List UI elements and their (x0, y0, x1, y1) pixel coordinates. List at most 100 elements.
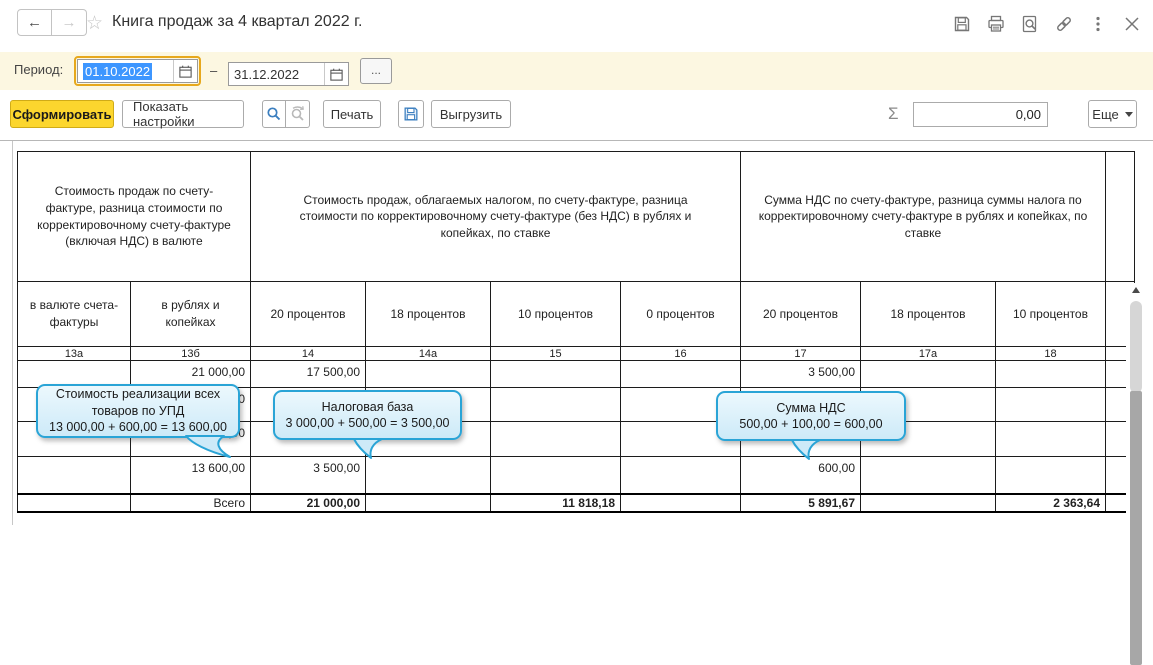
show-settings-button[interactable]: Показать настройки (122, 99, 244, 129)
col-code: 17 (740, 346, 861, 361)
subheader-row: в валюте счета-фактуры в рублях и копейк… (17, 281, 1135, 347)
close-button[interactable] (1121, 13, 1143, 35)
col-header: в валюте счета-фактуры (17, 281, 131, 347)
report-cell[interactable] (490, 421, 621, 457)
total-value-cell[interactable]: 11 818,18 (490, 492, 621, 513)
period-variants-button[interactable]: ... (360, 58, 392, 84)
save-blue-icon (404, 107, 418, 121)
get-link-button[interactable] (1053, 13, 1075, 35)
callout-vat-sum: Сумма НДС 500,00 + 100,00 = 600,00 (716, 391, 906, 441)
col-code: 14а (365, 346, 491, 361)
total-label-cell[interactable]: Всего (130, 492, 251, 513)
forward-button[interactable]: → (52, 9, 87, 36)
callout-tax-base: Налоговая база 3 000,00 + 500,00 = 3 500… (273, 390, 462, 440)
callout-line: 500,00 + 100,00 = 600,00 (739, 417, 883, 431)
search-next-button[interactable] (286, 100, 310, 128)
scrollbar-track[interactable] (1130, 391, 1142, 665)
total-value-cell[interactable] (365, 492, 491, 513)
favorite-star-icon[interactable]: ☆ (86, 13, 104, 34)
period-band: Период: 01.10.2022 – 31.12.2022 (0, 52, 1153, 90)
report-cell[interactable]: 3 500,00 (250, 456, 366, 494)
callout-line: Стоимость реализации всех (55, 387, 221, 402)
report-cell[interactable] (860, 360, 996, 388)
print-icon (988, 15, 1004, 32)
find-in-page-icon (1022, 15, 1037, 33)
autosum-field[interactable]: 0,00 (913, 102, 1048, 127)
report-cell[interactable] (620, 360, 741, 388)
report-toolbar: Сформировать Показать настройки Печать В… (0, 90, 1153, 140)
report-cell[interactable] (365, 456, 491, 494)
link-icon (1057, 17, 1071, 31)
col-code: 16 (620, 346, 741, 361)
report-cell[interactable] (620, 456, 741, 494)
more-menu-button[interactable] (1087, 13, 1109, 35)
column-code-row: 13а 13б 14 14а 15 16 17 17а 18 (17, 346, 1135, 361)
page-title: Книга продаж за 4 квартал 2022 г. (112, 13, 363, 30)
report-cell[interactable] (995, 387, 1106, 422)
report-cell[interactable]: 600,00 (740, 456, 861, 494)
print-report-button[interactable]: Печать (323, 100, 381, 128)
col-header: 20 процентов (250, 281, 366, 347)
callout-line: Налоговая база (321, 399, 414, 414)
report-cell[interactable]: 21 000,00 (130, 360, 251, 388)
report-cell[interactable]: 3 500,00 (740, 360, 861, 388)
save-button[interactable] (951, 13, 973, 35)
col-header: 18 процентов (860, 281, 996, 347)
report-cell[interactable] (995, 360, 1106, 388)
report-cell[interactable] (365, 360, 491, 388)
period-from-wrap: 01.10.2022 (74, 56, 201, 86)
period-label: Период: (14, 62, 64, 77)
report-cell[interactable] (490, 360, 621, 388)
save-report-button[interactable] (398, 100, 424, 128)
report-cell[interactable]: 13 600,00 (130, 456, 251, 494)
export-button[interactable]: Выгрузить (431, 100, 511, 128)
more-actions-button[interactable]: Еще (1088, 100, 1137, 128)
total-value-cell[interactable]: 21 000,00 (250, 492, 366, 513)
scrollbar-thumb[interactable] (1130, 301, 1142, 393)
col-header: 20 процентов (740, 281, 861, 347)
total-value-cell[interactable]: 2 363,64 (995, 492, 1106, 513)
report-cell[interactable] (490, 456, 621, 494)
find-button[interactable] (1019, 13, 1041, 35)
col-code: 18 (995, 346, 1106, 361)
nav-buttons: ← → (17, 9, 87, 36)
col-code: 17а (860, 346, 996, 361)
report-row: 21 000,00 17 500,00 3 500,00 (17, 360, 1135, 388)
callout-tail-icon (791, 439, 821, 460)
total-value-cell[interactable] (860, 492, 996, 513)
col-code: 13б (130, 346, 251, 361)
callout-line: 13 000,00 + 600,00 = 13 600,00 (49, 420, 227, 435)
total-value-cell[interactable] (620, 492, 741, 513)
search-button[interactable] (262, 100, 286, 128)
period-to-input[interactable]: 31.12.2022 (234, 67, 300, 82)
close-icon (1125, 17, 1139, 31)
search-next-icon (291, 106, 304, 121)
report-cell[interactable] (860, 456, 996, 494)
callout-line: 3 000,00 + 500,00 = 3 500,00 (285, 416, 450, 430)
calendar-to-button[interactable] (324, 63, 348, 85)
report-cell[interactable] (995, 456, 1106, 494)
period-from-input[interactable]: 01.10.2022 (83, 63, 153, 80)
chevron-down-icon (1124, 111, 1133, 117)
vertical-scrollbar (1126, 283, 1146, 665)
report-cell[interactable] (17, 456, 131, 494)
print-button[interactable] (985, 13, 1007, 35)
col-header: 0 процентов (620, 281, 741, 347)
total-row: Всего 21 000,00 11 818,18 5 891,67 2 363,64 (17, 492, 1135, 513)
calendar-icon (330, 68, 343, 81)
group-header-vat: Сумма НДС по счету-фактуре, разница сумм… (740, 151, 1106, 282)
callout-tail-icon (353, 438, 383, 459)
total-value-cell[interactable] (17, 492, 131, 513)
report-cell[interactable] (490, 387, 621, 422)
triangle-up-icon (1132, 287, 1140, 293)
scroll-up-button[interactable] (1128, 283, 1144, 297)
report-cell[interactable] (995, 421, 1106, 457)
calendar-from-button[interactable] (173, 60, 197, 82)
period-to-wrap: 31.12.2022 (228, 59, 349, 89)
generate-button[interactable]: Сформировать (10, 100, 114, 128)
report-cell[interactable]: 17 500,00 (250, 360, 366, 388)
total-value-cell[interactable]: 5 891,67 (740, 492, 861, 513)
sum-sigma-icon: Σ (888, 104, 899, 123)
report-cell[interactable] (17, 360, 131, 388)
back-button[interactable]: ← (17, 9, 52, 36)
